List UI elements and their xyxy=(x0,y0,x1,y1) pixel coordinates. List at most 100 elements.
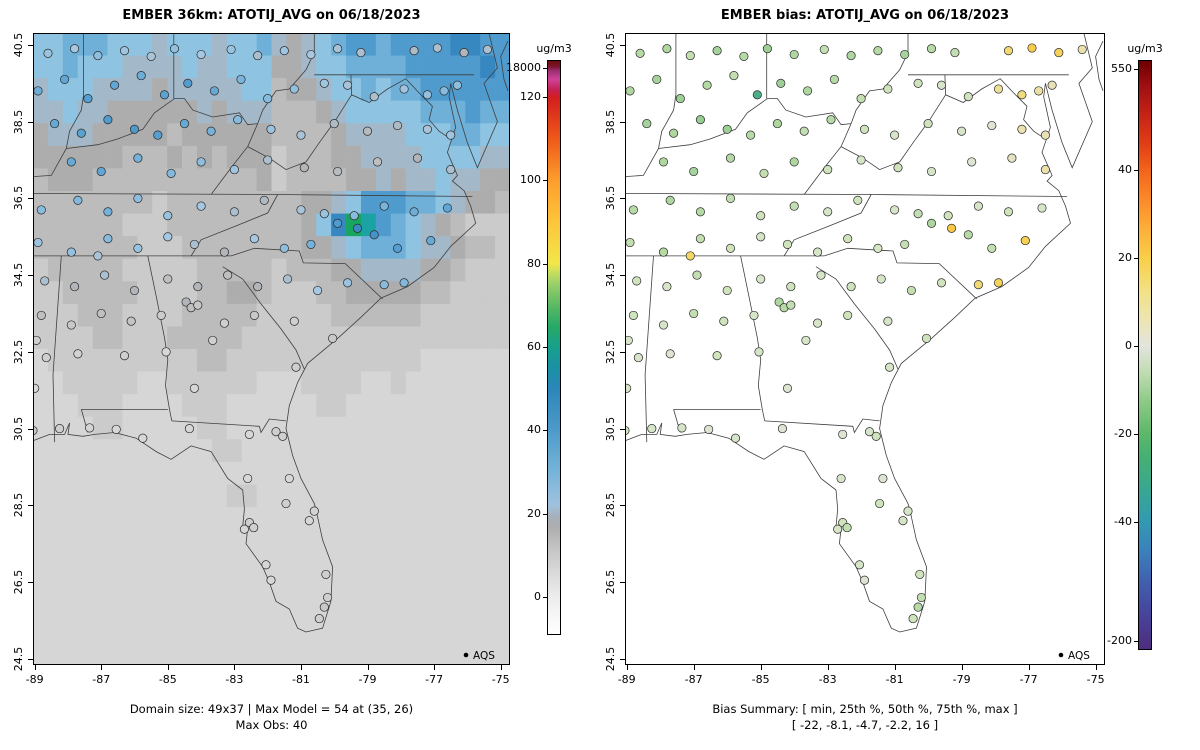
station-marker xyxy=(890,130,900,140)
station-marker xyxy=(138,433,148,443)
station-marker xyxy=(1037,203,1047,213)
station-marker xyxy=(83,94,93,104)
station-marker xyxy=(725,193,736,203)
station-marker xyxy=(426,236,436,246)
state-border xyxy=(33,193,473,197)
colorbar-tick xyxy=(543,597,547,599)
x-axis-tick xyxy=(1095,665,1097,670)
station-marker xyxy=(66,157,76,167)
station-marker xyxy=(369,92,379,102)
y-axis-tick xyxy=(28,198,33,200)
colorbar-tick-label: -40 xyxy=(1114,514,1132,528)
station-marker xyxy=(756,211,766,221)
station-marker xyxy=(789,49,799,60)
x-axis-tick xyxy=(500,665,502,670)
state-border xyxy=(803,123,852,195)
station-marker xyxy=(399,278,409,288)
y-axis-tick-label: 38.5 xyxy=(12,109,25,134)
colorbar-tick xyxy=(543,346,547,348)
station-marker xyxy=(299,163,309,173)
x-axis-tick-label: -85 xyxy=(751,673,770,686)
station-marker xyxy=(279,243,289,253)
colorbar-tick-label: 20 xyxy=(1118,250,1132,264)
state-border xyxy=(147,255,173,421)
station-marker xyxy=(913,602,923,612)
y-axis-tick-label: 36.5 xyxy=(12,186,25,211)
station-marker xyxy=(947,223,957,233)
station-marker xyxy=(926,166,937,177)
station-marker xyxy=(936,80,947,90)
state-border xyxy=(210,123,259,195)
y-axis-tick xyxy=(620,44,625,46)
station-marker xyxy=(184,424,194,434)
station-marker xyxy=(993,278,1004,288)
station-marker xyxy=(239,524,249,534)
station-marker xyxy=(749,310,759,320)
colorbar-tick xyxy=(1134,521,1138,523)
colorbar-tick xyxy=(1134,345,1138,347)
station-marker xyxy=(133,153,143,163)
station-marker xyxy=(689,308,699,319)
model-map-svg: AQS xyxy=(33,33,510,665)
station-marker xyxy=(304,516,314,526)
colorbar-tick xyxy=(543,96,547,98)
station-marker xyxy=(76,128,86,138)
station-marker xyxy=(126,316,136,326)
y-axis-tick-label: 28.5 xyxy=(12,493,25,518)
state-border xyxy=(65,33,84,149)
state-border xyxy=(815,266,899,370)
plot-border xyxy=(625,33,1105,665)
station-marker xyxy=(725,243,736,253)
station-marker xyxy=(223,270,233,280)
station-marker xyxy=(712,46,722,56)
station-marker xyxy=(669,128,679,138)
y-axis-tick-label: 34.5 xyxy=(12,262,25,288)
station-marker xyxy=(823,165,833,175)
station-marker xyxy=(70,44,80,54)
station-marker xyxy=(196,157,206,167)
state-border xyxy=(222,266,305,370)
colorbar-tick-label: 550 xyxy=(1111,61,1132,75)
y-axis-tick xyxy=(620,582,625,584)
station-marker xyxy=(722,285,732,296)
station-marker xyxy=(1017,90,1027,100)
station-marker xyxy=(119,46,130,56)
station-marker xyxy=(692,270,702,280)
station-marker xyxy=(883,84,893,94)
station-marker xyxy=(111,424,121,434)
station-marker xyxy=(33,86,43,96)
station-marker xyxy=(439,86,449,96)
station-marker xyxy=(1003,207,1014,217)
station-marker xyxy=(625,86,635,96)
plot-border xyxy=(33,33,510,665)
state-border xyxy=(1095,40,1104,92)
state-border xyxy=(171,418,287,434)
colorbar-tick-label: -200 xyxy=(1107,634,1132,648)
state-border xyxy=(625,98,852,178)
station-marker xyxy=(725,153,736,163)
station-marker xyxy=(704,424,714,434)
station-marker xyxy=(119,351,130,361)
x-axis-tick xyxy=(894,665,896,670)
station-marker xyxy=(782,383,793,393)
station-marker xyxy=(833,524,843,534)
x-axis-tick xyxy=(961,665,963,670)
colorbar-tick xyxy=(543,430,547,432)
station-marker xyxy=(179,119,190,129)
station-marker xyxy=(163,211,173,221)
station-marker xyxy=(950,48,960,58)
station-marker xyxy=(432,43,442,53)
station-marker xyxy=(193,300,203,310)
station-marker xyxy=(96,166,106,177)
station-marker xyxy=(853,195,863,205)
station-marker xyxy=(103,207,113,217)
station-marker xyxy=(356,48,366,58)
x-axis-tick-label: -87 xyxy=(684,673,703,686)
state-border xyxy=(658,33,677,149)
station-marker xyxy=(819,44,829,55)
station-marker xyxy=(263,94,273,104)
station-marker xyxy=(189,383,199,393)
station-marker xyxy=(1020,236,1030,246)
x-axis-tick xyxy=(367,665,369,670)
station-marker xyxy=(1054,48,1064,58)
